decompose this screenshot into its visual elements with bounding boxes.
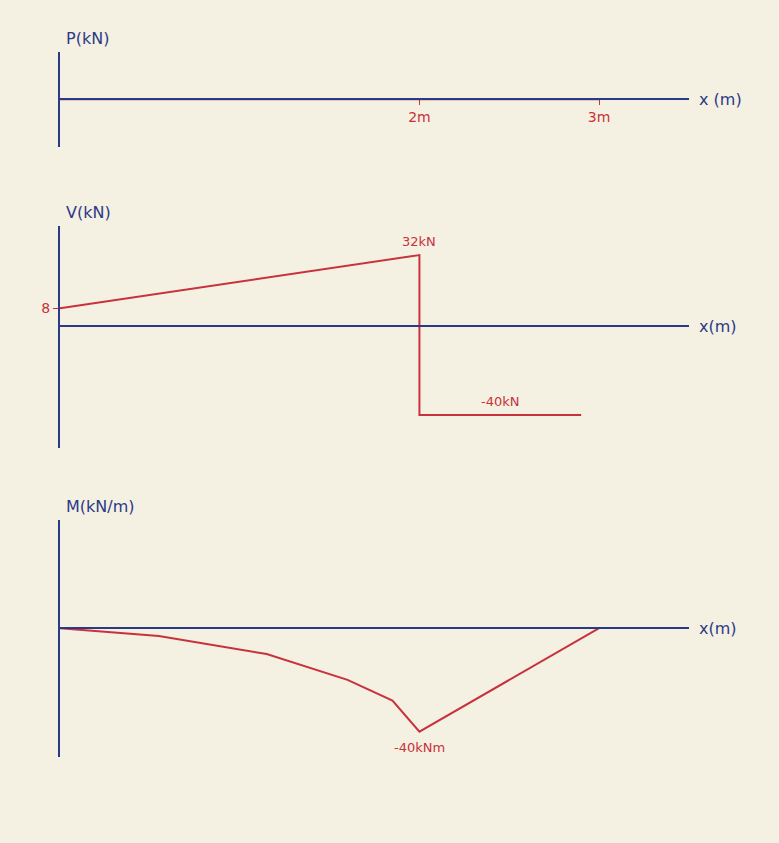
svg-text:32kN: 32kN xyxy=(402,234,436,249)
svg-text:8: 8 xyxy=(41,300,50,316)
svg-text:V(kN): V(kN) xyxy=(66,203,111,222)
svg-text:-40kNm: -40kNm xyxy=(394,740,445,755)
svg-text:M(kN/m): M(kN/m) xyxy=(66,497,135,516)
svg-text:x (m): x (m) xyxy=(699,90,742,109)
svg-text:3m: 3m xyxy=(588,109,611,125)
svg-text:x(m): x(m) xyxy=(699,619,737,638)
svg-text:-40kN: -40kN xyxy=(481,394,520,409)
svg-text:P(kN): P(kN) xyxy=(66,29,109,48)
svg-text:2m: 2m xyxy=(408,109,431,125)
svg-text:x(m): x(m) xyxy=(699,317,737,336)
